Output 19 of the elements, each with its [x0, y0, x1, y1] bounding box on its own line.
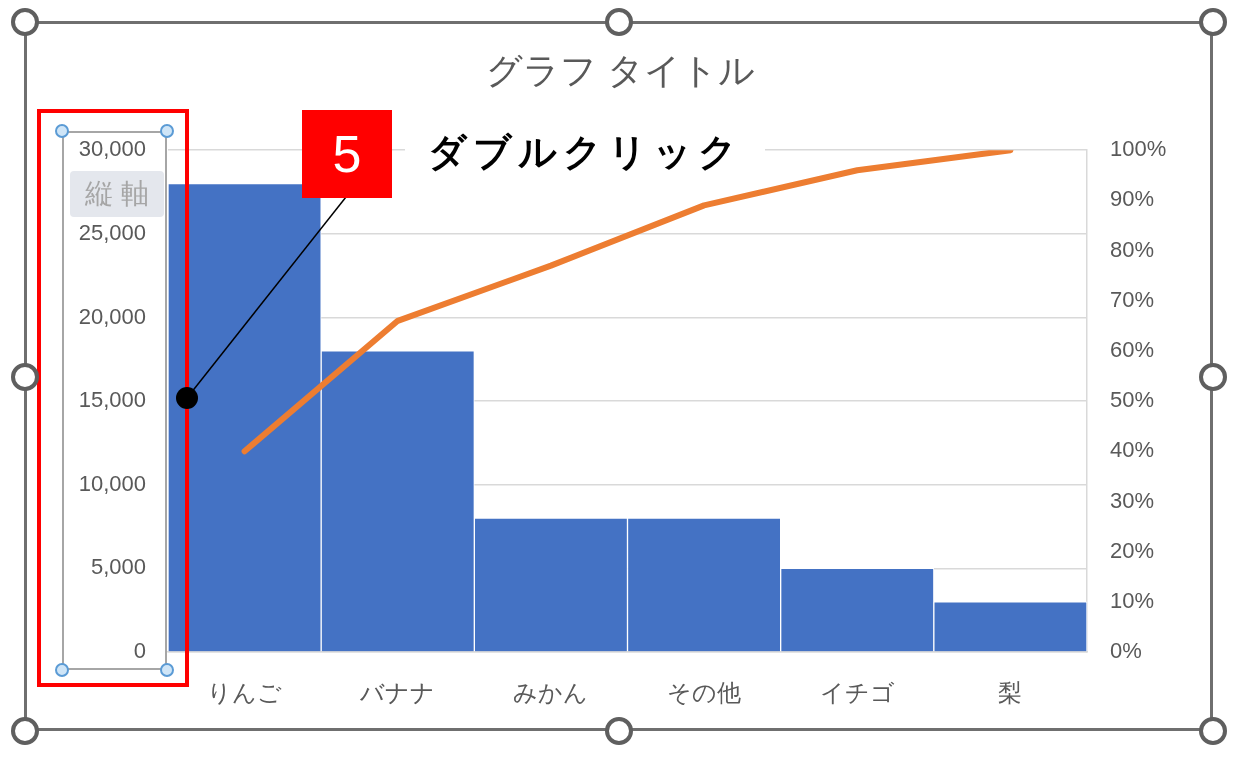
x-tick-label: イチゴ [819, 679, 895, 707]
x-tick-label: みかん [513, 679, 589, 707]
y2-tick-label: 50% [1110, 387, 1155, 413]
y2-tick-label: 10% [1110, 587, 1155, 613]
x-tick-label: その他 [667, 679, 742, 707]
step-number-label: 5 [302, 110, 392, 198]
y2-tick-label: 100% [1110, 136, 1167, 162]
x-tick-label: バナナ [359, 679, 436, 707]
y2-tick-label: 30% [1110, 487, 1155, 513]
chart-title: グラフ タイトル [485, 49, 755, 91]
y2-tick-label: 80% [1110, 236, 1155, 262]
y2-tick-label: 40% [1110, 437, 1155, 463]
y2-tick-label: 60% [1110, 336, 1155, 362]
y2-tick-label: 90% [1110, 186, 1155, 212]
y2-tick-label: 20% [1110, 537, 1155, 563]
x-tick-label: 梨 [998, 679, 1023, 707]
y2-tick-label: 70% [1110, 286, 1155, 312]
x-tick-label: りんご [207, 679, 283, 707]
y2-tick-label: 0% [1110, 638, 1142, 664]
